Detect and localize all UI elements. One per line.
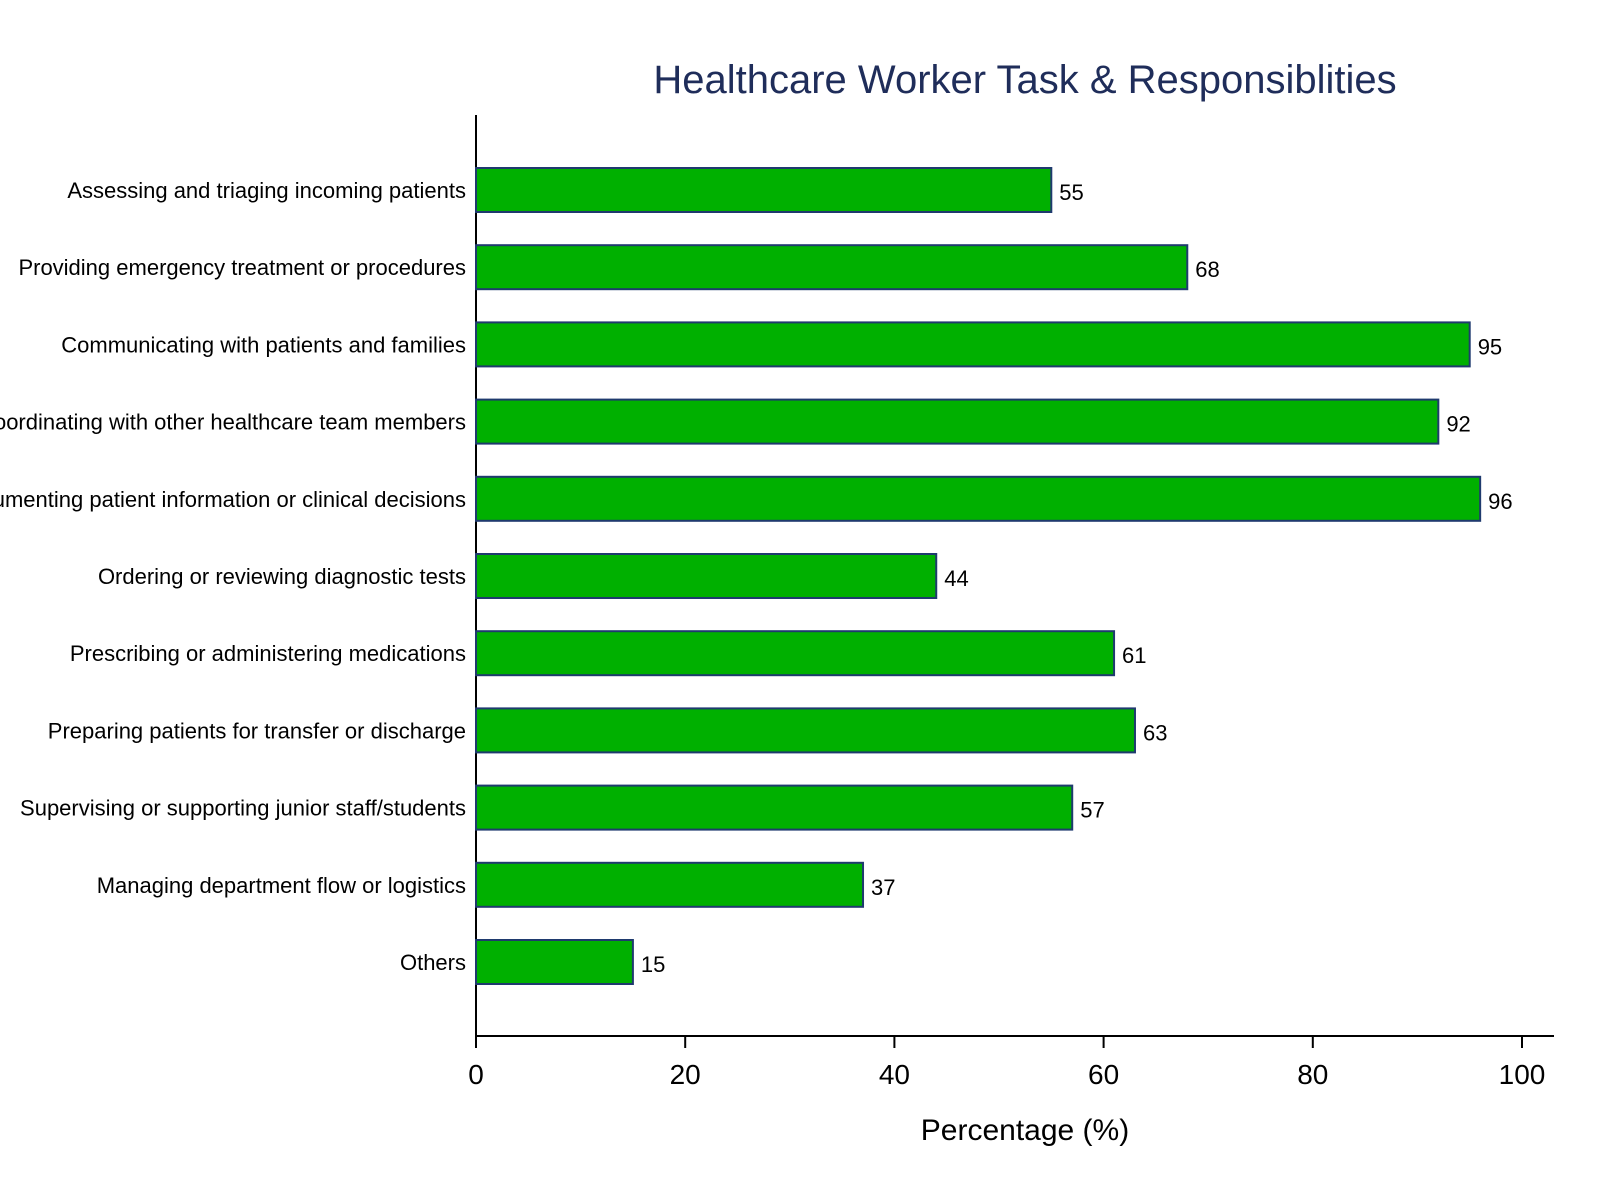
category-label: Prescribing or administering medications <box>70 641 466 666</box>
category-label: Preparing patients for transfer or disch… <box>48 718 466 743</box>
category-labels: Assessing and triaging incoming patients… <box>0 178 466 975</box>
category-label: Communicating with patients and families <box>61 332 466 357</box>
value-label: 55 <box>1059 180 1083 205</box>
x-tick-label: 40 <box>879 1059 910 1090</box>
bar <box>475 398 1440 445</box>
bar <box>475 939 634 985</box>
x-tick-label: 80 <box>1297 1059 1328 1090</box>
value-label: 44 <box>944 566 968 591</box>
value-label: 92 <box>1446 412 1470 437</box>
category-label: Ordering or reviewing diagnostic tests <box>98 564 466 589</box>
bar <box>475 553 938 599</box>
value-label: 61 <box>1122 643 1146 668</box>
category-label: Documenting patient information or clini… <box>0 487 466 512</box>
bar <box>475 475 1482 522</box>
bar <box>475 321 1471 368</box>
bar <box>475 707 1136 754</box>
category-label: Managing department flow or logistics <box>97 873 466 898</box>
x-tick-label: 60 <box>1088 1059 1119 1090</box>
x-axis-title: Percentage (%) <box>921 1114 1129 1147</box>
category-label: Coordinating with other healthcare team … <box>0 410 466 435</box>
value-label: 15 <box>641 952 665 977</box>
x-tick-label: 100 <box>1499 1059 1546 1090</box>
value-label: 63 <box>1143 720 1167 745</box>
bar <box>475 244 1189 291</box>
chart-title: Healthcare Worker Task & Responsiblities <box>653 58 1396 102</box>
category-label: Assessing and triaging incoming patients <box>67 178 466 203</box>
bar <box>475 861 865 908</box>
bar <box>475 630 1116 677</box>
bar <box>475 167 1053 213</box>
category-label: Providing emergency treatment or procedu… <box>18 255 466 280</box>
x-tick-label: 20 <box>670 1059 701 1090</box>
x-tick-label: 0 <box>468 1059 484 1090</box>
value-label: 96 <box>1488 489 1512 514</box>
bars <box>475 167 1482 985</box>
value-labels: 55 68 95 92 96 44 61 63 57 37 15 <box>641 180 1513 977</box>
category-label: Others <box>400 950 466 975</box>
value-label: 95 <box>1478 334 1502 359</box>
bar <box>475 784 1074 831</box>
value-label: 57 <box>1080 798 1104 823</box>
category-label: Supervising or supporting junior staff/s… <box>20 796 466 821</box>
value-label: 37 <box>871 875 895 900</box>
x-axis-ticks: 0 20 40 60 80 100 <box>468 1036 1545 1090</box>
value-label: 68 <box>1195 257 1219 282</box>
